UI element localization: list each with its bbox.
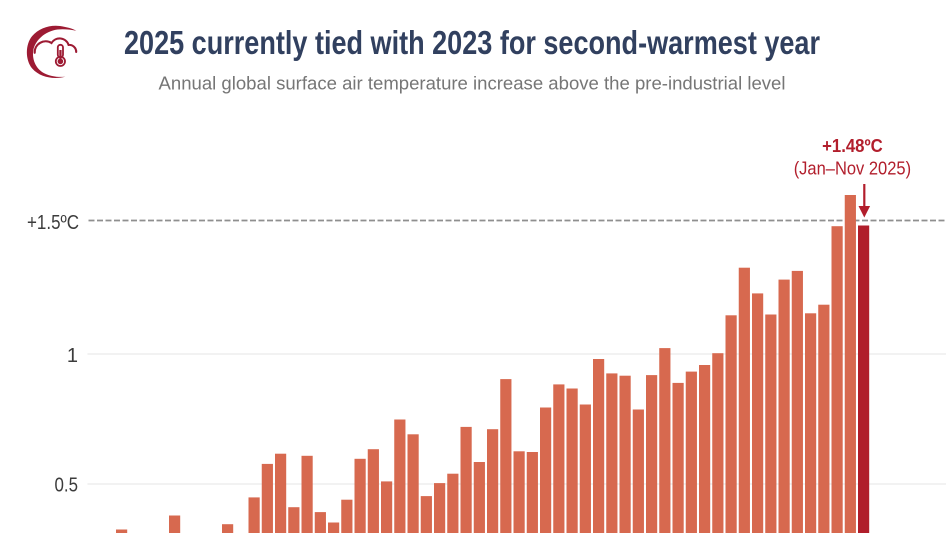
svg-text:0.5: 0.5 (55, 475, 79, 497)
svg-text:(Jan–Nov 2025): (Jan–Nov 2025) (794, 159, 911, 179)
svg-text:1: 1 (67, 345, 78, 367)
svg-text:+1.5ºC: +1.5ºC (27, 212, 79, 234)
svg-text:+1.48ºC: +1.48ºC (822, 135, 883, 156)
svg-text:2025 currently tied with 2023: 2025 currently tied with 2023 for second… (124, 24, 820, 61)
svg-text:Annual global surface air temp: Annual global surface air temperature in… (159, 73, 786, 93)
